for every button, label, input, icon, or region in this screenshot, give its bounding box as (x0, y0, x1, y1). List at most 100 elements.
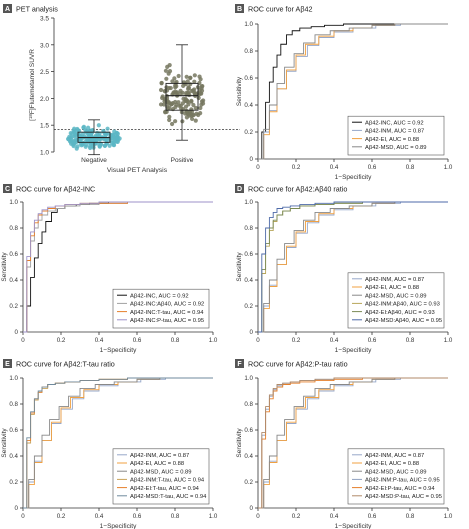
positive-point (174, 90, 179, 95)
x-axis-label: 1−Specificity (100, 347, 137, 354)
x-tick-label: 0.6 (368, 337, 377, 344)
positive-point (167, 117, 172, 123)
x-axis-label: 1−Specificity (335, 347, 372, 354)
panel-title: ROC curve for Aβ42:P-tau ratio (248, 360, 348, 369)
positive-point (164, 76, 169, 81)
x-tick-label: 0.6 (368, 164, 377, 171)
positive-point (198, 111, 203, 116)
panel-title: PET analysis (16, 5, 58, 14)
roc-series-line (258, 23, 448, 160)
negative-point (113, 135, 118, 140)
x-category-label: Negative (81, 157, 107, 164)
legend-entry: Aβ42-INM, AUC = 0.87 (130, 453, 189, 459)
positive-point (187, 113, 192, 118)
negative-point (84, 129, 90, 134)
y-axis-label: Sensitivity (236, 428, 243, 458)
negative-point (115, 131, 120, 136)
x-tick-label: 1.0 (444, 164, 453, 171)
y-tick-label: 1.0 (244, 375, 253, 382)
x-tick-label: 0.8 (171, 513, 180, 520)
y-tick-label: 0.8 (244, 48, 253, 55)
positive-point (163, 110, 168, 115)
negative-point (97, 137, 102, 142)
roc-series-line (258, 201, 448, 333)
x-tick-label: 1.0 (209, 337, 218, 344)
negative-point (71, 143, 76, 149)
y-tick-label: 0.6 (244, 427, 253, 434)
y-tick-label: 0.6 (9, 427, 18, 434)
positive-point (186, 91, 191, 96)
positive-point (163, 68, 169, 73)
panel-letter: B (237, 6, 242, 13)
panel-letter: A (5, 6, 10, 13)
positive-point (186, 85, 191, 90)
positive-point (179, 106, 184, 111)
negative-point (101, 129, 106, 134)
y-tick-label: 0.2 (9, 479, 18, 486)
legend-entry: Aβ42-MSD, AUC = 0.89 (365, 293, 427, 299)
x-axis-label: 1−Specificity (335, 174, 372, 181)
y-tick-label: 0.8 (244, 401, 253, 408)
negative-point (75, 144, 80, 149)
positive-point (185, 79, 190, 84)
negative-point (95, 130, 100, 135)
panel-title: ROC curve for Aβ42-INC (16, 185, 95, 194)
roc-series-line (258, 377, 448, 509)
negative-point (104, 141, 109, 146)
panel-letter-badge (3, 184, 12, 193)
y-tick-label: 1.0 (9, 199, 18, 206)
positive-point (190, 112, 195, 118)
positive-point (161, 102, 167, 107)
roc-series-line (23, 377, 213, 509)
x-tick-label: 0 (256, 337, 260, 344)
legend-entry: Aβ42-INM:T-tau, AUC = 0.94 (130, 478, 205, 484)
legend-entry: Aβ42-INM, AUC = 0.87 (365, 453, 424, 459)
panel-letter: E (5, 361, 10, 368)
panel-letter: D (237, 186, 242, 193)
x-tick-label: 0.2 (57, 337, 66, 344)
negative-point (71, 128, 76, 133)
legend-entry: Aβ42-INM:Aβ40, AUC = 0.93 (365, 302, 440, 308)
legend-entry: Aβ42-MSD:Aβ40, AUC = 0.95 (365, 318, 442, 324)
positive-point (178, 88, 183, 94)
negative-point (108, 132, 113, 138)
panel-b-roc-ab42: B ROC curve for Aβ42 00 0.2 0.2 0.4 0.4 0.6 0.6 0… (235, 4, 453, 181)
legend-entry: Aβ42-INM, AUC = 0.87 (365, 277, 424, 283)
x-tick-label: 0.8 (406, 164, 415, 171)
legend-entry: Aβ42-EI:Aβ40, AUC = 0.93 (365, 310, 435, 316)
x-tick-label: 0.8 (406, 513, 415, 520)
legend-entry: Aβ42-INC:T-tau, AUC = 0.94 (130, 310, 204, 316)
positive-point (162, 99, 167, 104)
negative-point (69, 132, 75, 137)
panel-letter-badge (3, 359, 12, 368)
x-tick-label: 0 (256, 513, 260, 520)
positive-point (173, 104, 178, 110)
panel-d-roc-ab42-ab40: D ROC curve for Aβ42:Aβ40 ratio 00 0.2 0.2 0.… (235, 184, 453, 354)
positive-point (187, 110, 193, 115)
legend-box (347, 272, 445, 329)
x-tick-label: 1.0 (444, 513, 453, 520)
legend-entry: Aβ42-INM:P-tau, AUC = 0.95 (365, 478, 440, 484)
positive-point (158, 87, 164, 93)
negative-point (112, 139, 117, 144)
legend-entry: Aβ42-EI:P-tau, AUC = 0.94 (365, 486, 435, 492)
y-axis-label: Sensitivity (1, 428, 8, 458)
y-tick-label: 3.0 (40, 42, 49, 49)
x-tick-label: 0.2 (292, 337, 301, 344)
positive-point (181, 83, 186, 88)
y-tick-label: 0.4 (9, 277, 18, 284)
legend-entry: Aβ42-INM, AUC = 0.87 (365, 129, 424, 135)
y-tick-label: 1.5 (40, 123, 49, 130)
y-tick-label: 0.8 (9, 225, 18, 232)
negative-point (103, 137, 109, 142)
legend-entry: Aβ42-INC:Aβ40, AUC = 0.92 (130, 302, 204, 308)
negative-point (103, 132, 109, 138)
y-tick-label: 0.6 (9, 251, 18, 258)
x-tick-label: 0.4 (330, 513, 339, 520)
positive-point (176, 100, 181, 105)
y-tick-label: 0.2 (9, 303, 18, 310)
positive-point (160, 95, 165, 101)
y-tick-label: 0.4 (244, 102, 253, 109)
positive-point (192, 87, 197, 92)
